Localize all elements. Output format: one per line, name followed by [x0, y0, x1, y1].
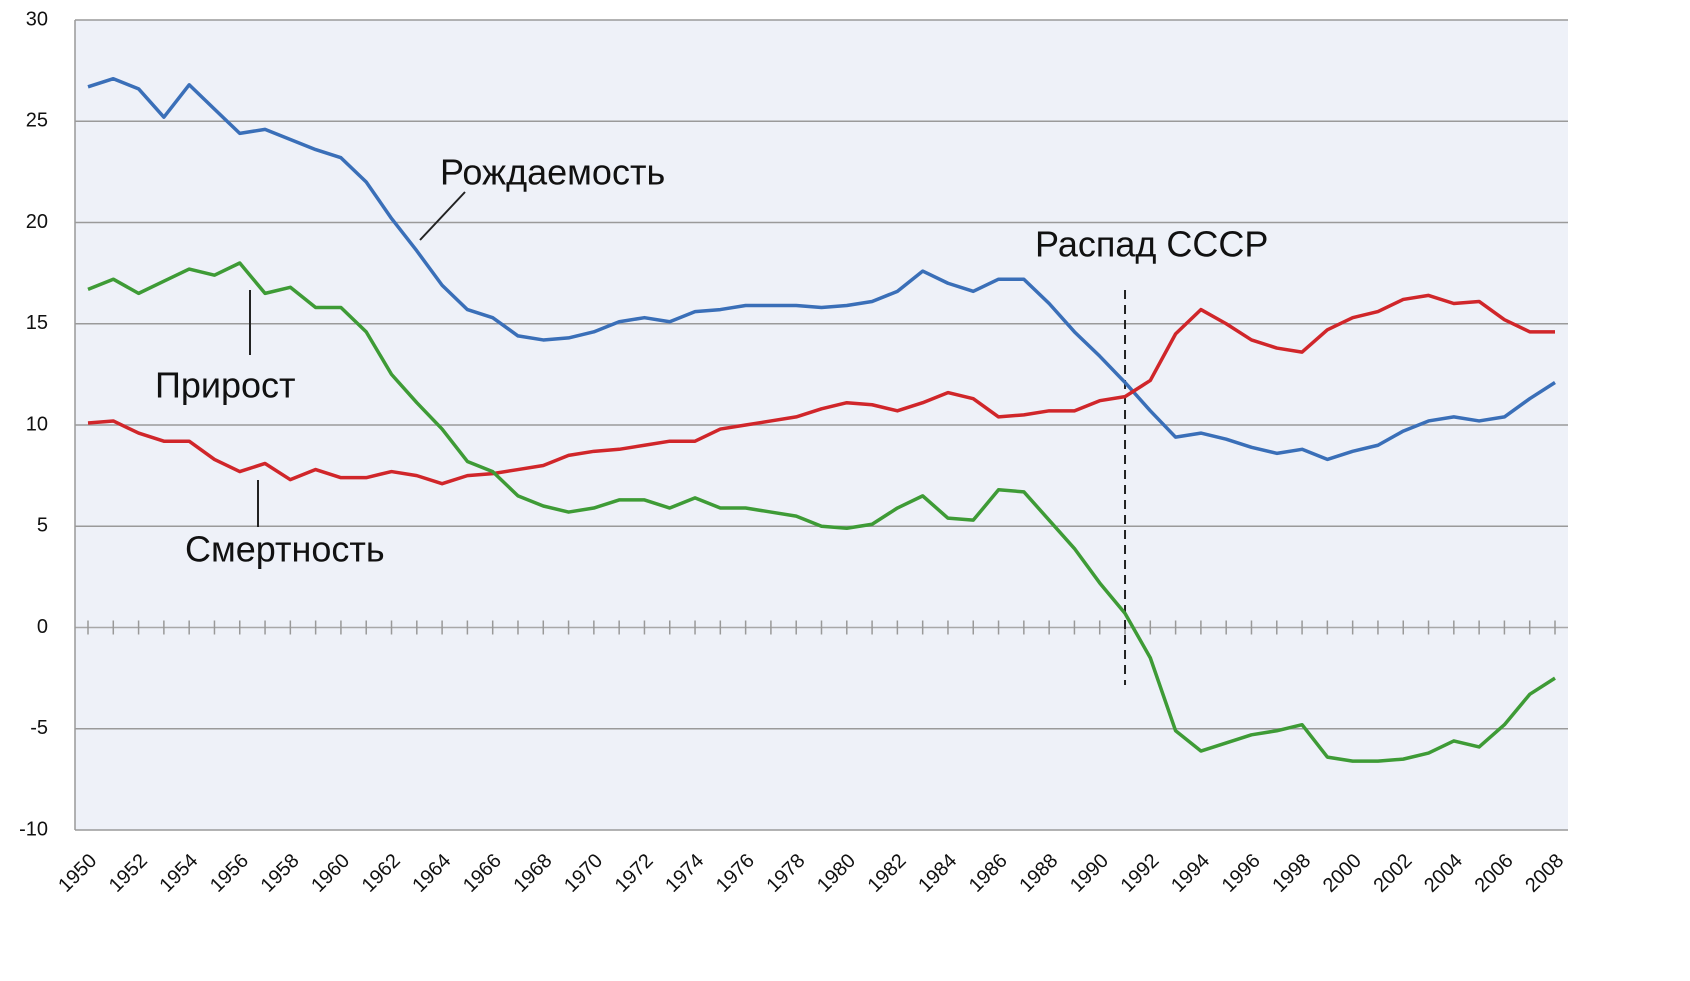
x-tick-label: 1986 — [965, 850, 1012, 897]
x-tick-label: 1974 — [661, 850, 708, 897]
x-tick-label: 1982 — [864, 850, 911, 897]
x-tick-label: 1968 — [510, 850, 557, 897]
event-label: Распад СССР — [1035, 224, 1268, 265]
x-tick-label: 2000 — [1319, 850, 1366, 897]
x-tick-label: 2002 — [1369, 850, 1416, 897]
x-tick-label: 1956 — [206, 850, 253, 897]
x-tick-label: 1990 — [1066, 850, 1113, 897]
x-tick-label: 1992 — [1117, 850, 1164, 897]
x-tick-label: 1984 — [914, 850, 961, 897]
y-tick-label: -10 — [19, 818, 48, 840]
x-tick-label: 1980 — [813, 850, 860, 897]
x-tick-label: 1960 — [307, 850, 354, 897]
x-tick-label: 1978 — [762, 850, 809, 897]
leader-line — [419, 191, 466, 241]
x-tick-label: 1976 — [712, 850, 759, 897]
x-tick-label: 1952 — [105, 850, 152, 897]
x-tick-label: 2008 — [1521, 850, 1568, 897]
x-tick-label: 1988 — [1015, 850, 1062, 897]
y-tick-label: 10 — [26, 413, 48, 435]
x-tick-label: 1964 — [408, 850, 455, 897]
x-tick-label: 1962 — [358, 850, 405, 897]
y-tick-label: -5 — [30, 717, 48, 739]
x-tick-label: 1996 — [1218, 850, 1265, 897]
y-tick-label: 20 — [26, 211, 48, 233]
series-line — [87, 293, 1555, 486]
x-tick-label: 1954 — [155, 850, 202, 897]
x-tick-label: 1998 — [1268, 850, 1315, 897]
series-line — [87, 76, 1556, 462]
series-label: Рождаемость — [440, 152, 665, 193]
y-tick-label: 25 — [26, 110, 48, 132]
x-tick-label: 2006 — [1471, 850, 1518, 897]
y-tick-label: 15 — [26, 312, 48, 334]
x-tick-label: 1950 — [54, 850, 101, 897]
y-tick-label: 30 — [26, 8, 48, 30]
series-line — [87, 261, 1556, 763]
y-tick-label: 5 — [37, 515, 48, 537]
x-tick-label: 1966 — [459, 850, 506, 897]
x-tick-label: 1958 — [257, 850, 304, 897]
series-label: Прирост — [155, 365, 296, 406]
y-tick-label: 0 — [37, 616, 48, 638]
x-tick-label: 1972 — [611, 850, 658, 897]
x-tick-label: 1994 — [1167, 850, 1214, 897]
x-tick-label: 1970 — [560, 850, 607, 897]
series-label: Смертность — [185, 529, 385, 570]
x-tick-label: 2004 — [1420, 850, 1467, 897]
